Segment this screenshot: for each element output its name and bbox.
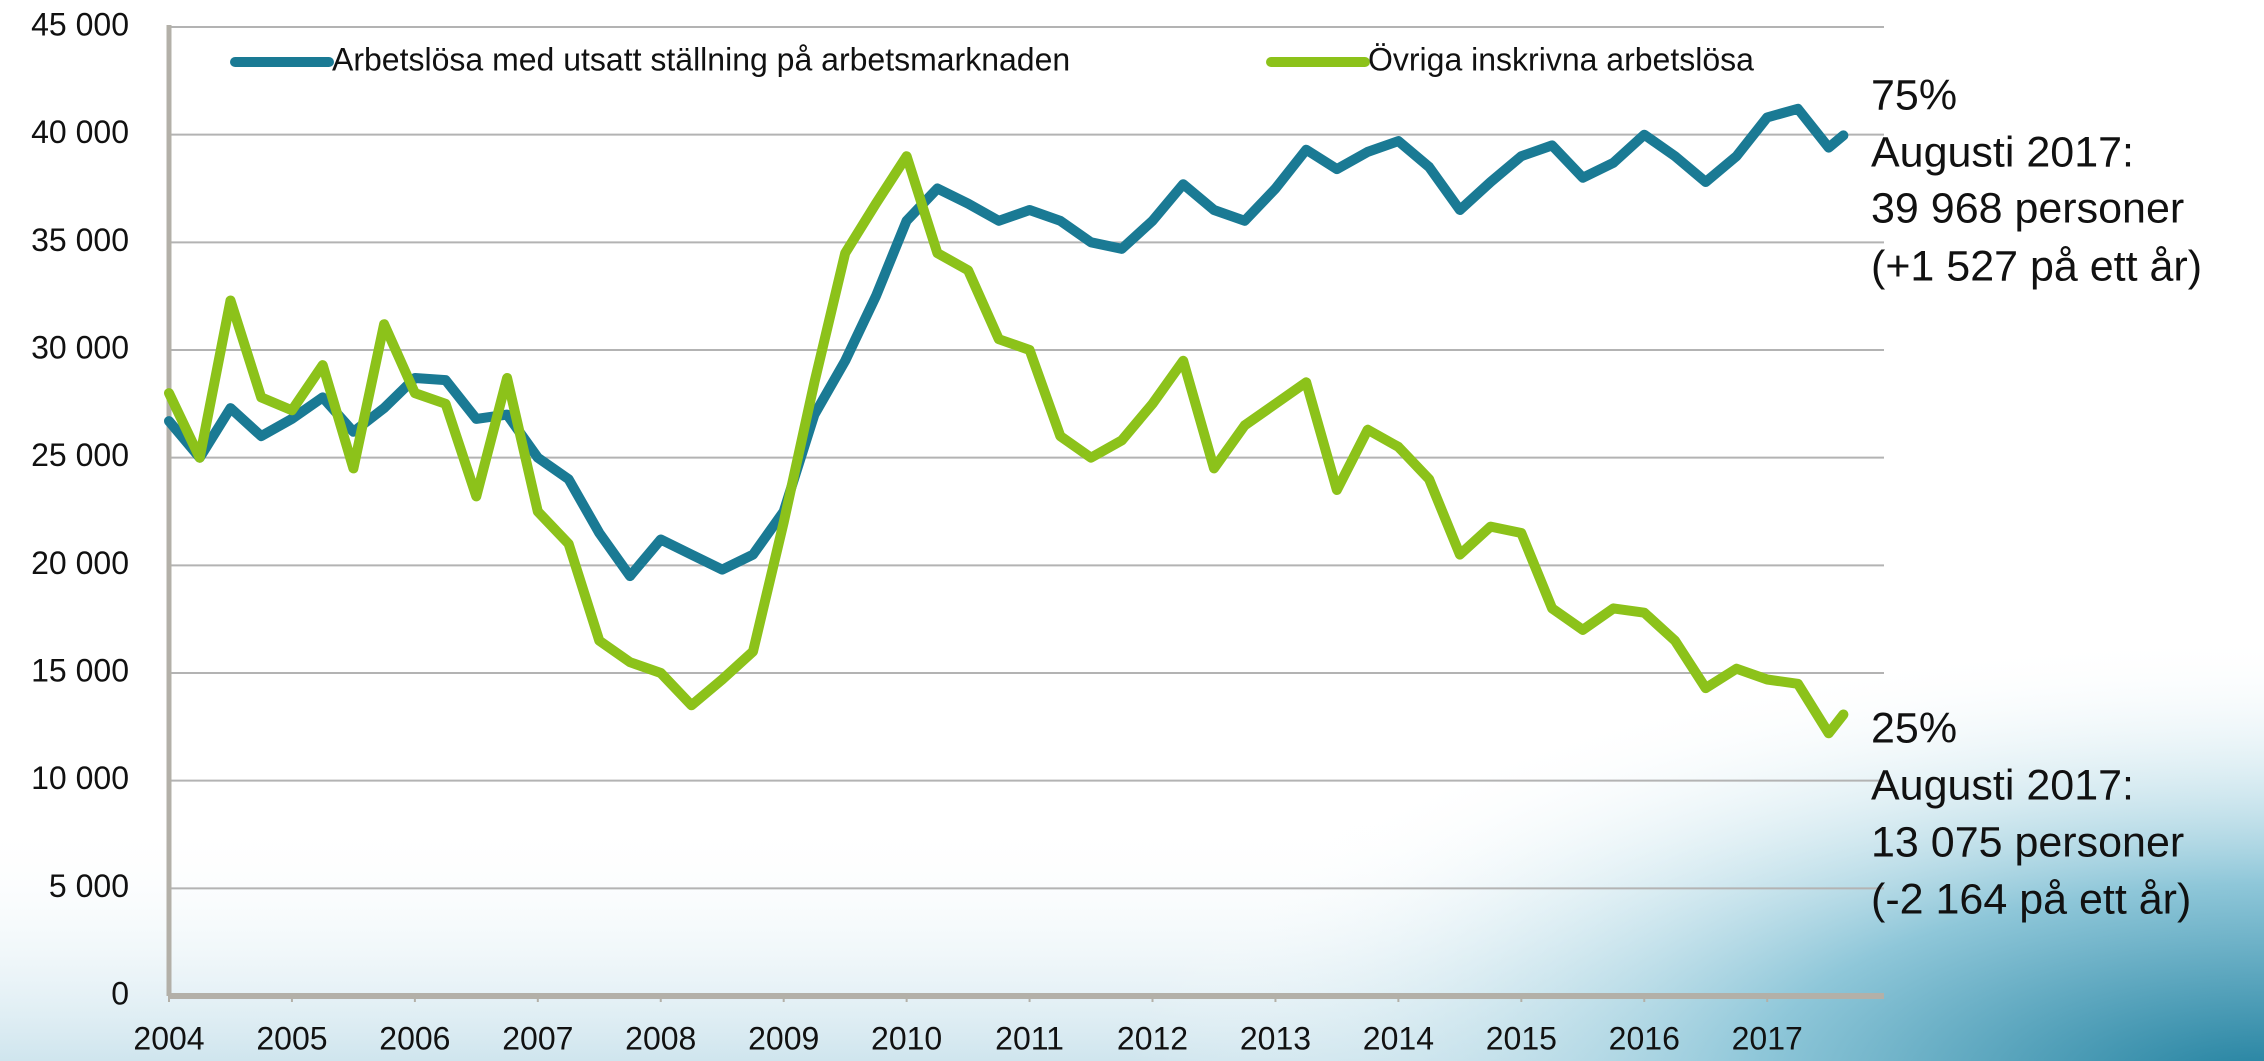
annotation: (-2 164 på ett år)	[1871, 875, 2191, 923]
x-tick-label: 2007	[502, 1020, 573, 1056]
x-tick-label: 2005	[256, 1020, 327, 1056]
x-tick-label: 2012	[1117, 1020, 1188, 1056]
y-tick-label: 5 000	[49, 868, 129, 904]
series-line	[164, 151, 1849, 739]
x-tick-label: 2008	[625, 1020, 696, 1056]
y-tick-label: 35 000	[31, 222, 129, 258]
x-tick-label: 2011	[995, 1020, 1064, 1056]
x-tick-label: 2014	[1363, 1020, 1434, 1056]
y-tick-label: 45 000	[31, 6, 129, 42]
series-line	[164, 103, 1849, 582]
annotation: Augusti 2017:	[1871, 128, 2134, 176]
x-tick-label: 2017	[1732, 1020, 1803, 1056]
x-tick-label: 2013	[1240, 1020, 1311, 1056]
annotation: 13 075 personer	[1871, 818, 2184, 866]
annotation: 75%	[1871, 71, 1957, 119]
x-tick-label: 2010	[871, 1020, 942, 1056]
legend-label: Arbetslösa med utsatt ställning på arbet…	[332, 41, 1070, 77]
annotation: 25%	[1871, 704, 1957, 752]
x-tick-label: 2009	[748, 1020, 819, 1056]
annotation: (+1 527 på ett år)	[1871, 242, 2202, 290]
y-tick-label: 0	[111, 975, 129, 1011]
y-tick-label: 15 000	[31, 652, 129, 688]
y-tick-label: 30 000	[31, 329, 129, 365]
y-tick-label: 40 000	[31, 114, 129, 150]
annotation: 39 968 personer	[1871, 184, 2184, 232]
x-tick-label: 2006	[379, 1020, 450, 1056]
annotation: Augusti 2017:	[1871, 761, 2134, 809]
x-tick-label: 2004	[133, 1020, 204, 1056]
y-tick-label: 20 000	[31, 545, 129, 581]
y-tick-label: 25 000	[31, 437, 129, 473]
legend-label: Övriga inskrivna arbetslösa	[1368, 41, 1754, 77]
x-tick-label: 2015	[1486, 1020, 1557, 1056]
y-tick-label: 10 000	[31, 760, 129, 796]
background-glow	[1000, 560, 2264, 1061]
x-tick-label: 2016	[1609, 1020, 1680, 1056]
